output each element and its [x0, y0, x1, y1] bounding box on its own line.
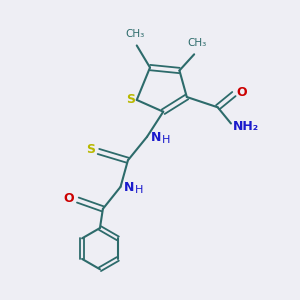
Text: O: O — [64, 192, 74, 205]
Text: CH₃: CH₃ — [187, 38, 206, 48]
Text: N: N — [124, 181, 134, 194]
Text: S: S — [126, 93, 135, 106]
Text: O: O — [237, 86, 247, 99]
Text: N: N — [151, 131, 161, 144]
Text: NH₂: NH₂ — [232, 120, 259, 133]
Text: H: H — [162, 135, 170, 145]
Text: CH₃: CH₃ — [126, 29, 145, 39]
Text: H: H — [135, 185, 144, 195]
Text: S: S — [87, 143, 96, 157]
